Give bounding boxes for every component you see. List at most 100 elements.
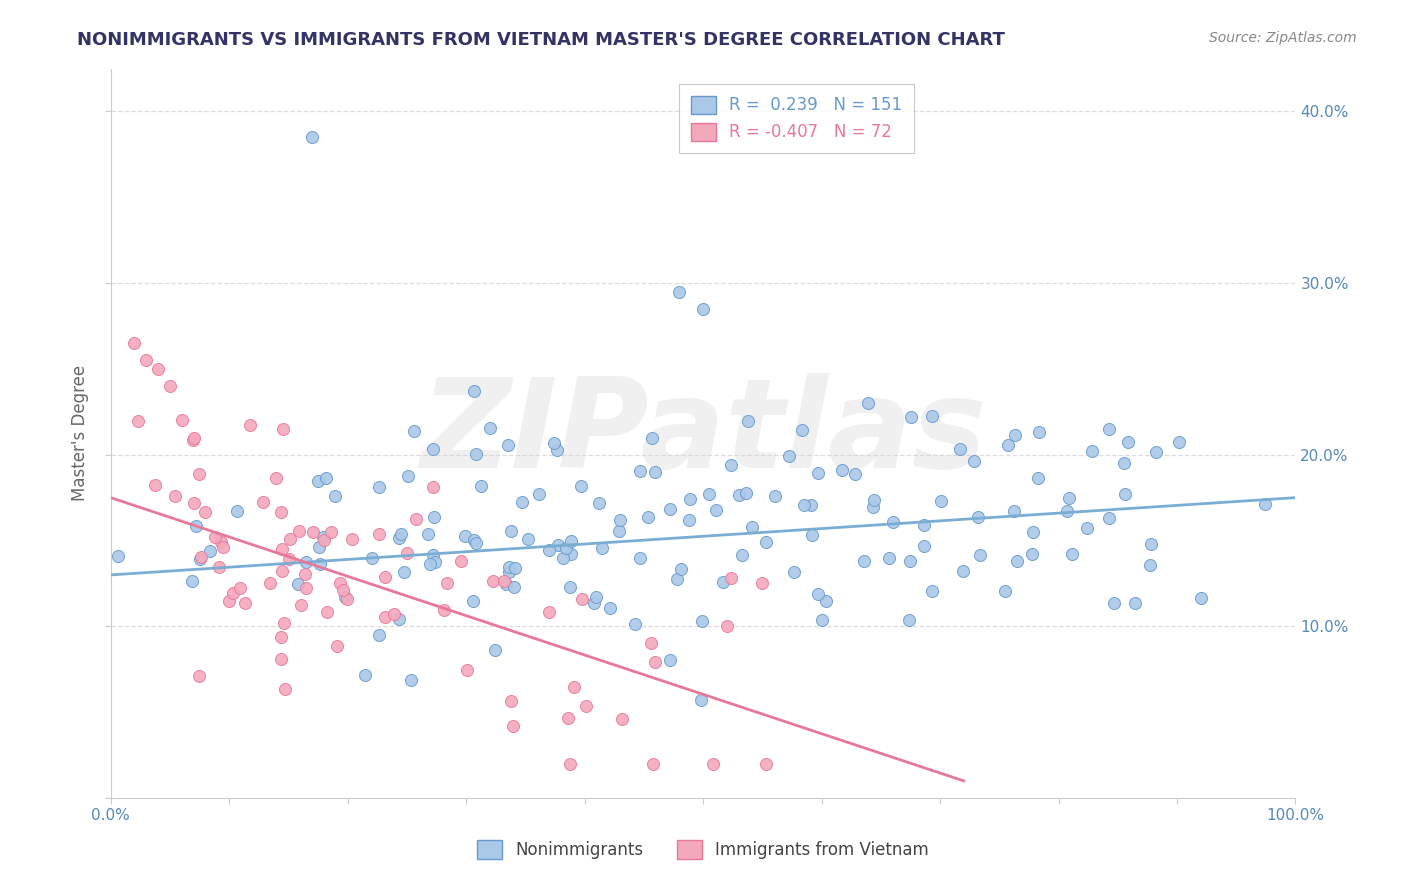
Point bbox=[464, 536, 486, 550]
Point bbox=[912, 539, 935, 553]
Point bbox=[1254, 497, 1277, 511]
Point bbox=[704, 502, 727, 516]
Point bbox=[404, 424, 426, 438]
Point bbox=[560, 547, 582, 561]
Point bbox=[308, 540, 330, 554]
Point bbox=[470, 479, 492, 493]
Point bbox=[425, 555, 447, 569]
Point bbox=[1139, 558, 1161, 573]
Point bbox=[807, 587, 830, 601]
Point bbox=[711, 575, 734, 590]
Point bbox=[856, 396, 879, 410]
Point bbox=[288, 524, 311, 539]
Point bbox=[610, 712, 633, 726]
Point bbox=[735, 486, 758, 500]
Point bbox=[547, 538, 569, 552]
Point bbox=[374, 610, 396, 624]
Point bbox=[912, 518, 935, 533]
Point bbox=[183, 496, 205, 510]
Point bbox=[186, 519, 208, 533]
Point bbox=[233, 596, 256, 610]
Point bbox=[564, 680, 586, 694]
Point bbox=[384, 607, 406, 621]
Point bbox=[658, 653, 681, 667]
Point bbox=[538, 543, 561, 558]
Point bbox=[668, 285, 690, 299]
Point bbox=[669, 562, 692, 576]
Point bbox=[952, 565, 974, 579]
Point bbox=[495, 577, 517, 591]
Point bbox=[929, 494, 952, 508]
Point bbox=[898, 613, 921, 627]
Point bbox=[271, 541, 294, 556]
Point bbox=[963, 454, 986, 468]
Point bbox=[266, 471, 288, 485]
Point bbox=[391, 526, 413, 541]
Point bbox=[1168, 434, 1191, 449]
Point bbox=[643, 756, 665, 771]
Point bbox=[399, 673, 422, 688]
Point bbox=[575, 698, 598, 713]
Point bbox=[659, 502, 682, 516]
Point bbox=[1056, 503, 1078, 517]
Point bbox=[422, 480, 444, 494]
Point bbox=[501, 694, 523, 708]
Point bbox=[1004, 504, 1026, 518]
Point bbox=[585, 590, 607, 604]
Point bbox=[316, 605, 339, 619]
Point bbox=[898, 553, 921, 567]
Point bbox=[422, 442, 444, 456]
Point bbox=[609, 512, 631, 526]
Point bbox=[329, 576, 352, 591]
Y-axis label: Master's Degree: Master's Degree bbox=[72, 365, 89, 501]
Point bbox=[863, 492, 886, 507]
Point bbox=[481, 574, 503, 589]
Point bbox=[558, 756, 581, 771]
Point bbox=[270, 505, 292, 519]
Point bbox=[1102, 596, 1125, 610]
Point bbox=[558, 580, 581, 594]
Point bbox=[200, 544, 222, 558]
Point bbox=[146, 362, 169, 376]
Point bbox=[271, 422, 294, 436]
Point bbox=[127, 415, 149, 429]
Point bbox=[1076, 521, 1098, 535]
Point bbox=[498, 565, 520, 579]
Point bbox=[135, 353, 157, 368]
Point bbox=[571, 592, 593, 607]
Point bbox=[763, 489, 786, 503]
Point bbox=[644, 655, 666, 669]
Text: NONIMMIGRANTS VS IMMIGRANTS FROM VIETNAM MASTER'S DEGREE CORRELATION CHART: NONIMMIGRANTS VS IMMIGRANTS FROM VIETNAM… bbox=[77, 31, 1005, 49]
Point bbox=[496, 437, 519, 451]
Point bbox=[591, 541, 613, 555]
Point bbox=[546, 443, 568, 458]
Point bbox=[187, 669, 209, 683]
Point bbox=[354, 668, 377, 682]
Point bbox=[368, 480, 391, 494]
Point bbox=[252, 494, 274, 508]
Point bbox=[557, 711, 579, 725]
Point bbox=[194, 505, 217, 519]
Point bbox=[1021, 547, 1043, 561]
Point bbox=[529, 487, 551, 501]
Point bbox=[271, 564, 294, 578]
Point bbox=[368, 527, 391, 541]
Point bbox=[388, 612, 411, 626]
Point bbox=[416, 527, 439, 541]
Point bbox=[259, 576, 281, 591]
Point bbox=[1004, 428, 1026, 442]
Point bbox=[720, 571, 742, 585]
Point bbox=[294, 581, 316, 595]
Point bbox=[1026, 471, 1049, 485]
Point bbox=[551, 550, 574, 565]
Point bbox=[1028, 425, 1050, 440]
Point bbox=[274, 681, 297, 696]
Point bbox=[997, 438, 1019, 452]
Point bbox=[966, 509, 988, 524]
Point bbox=[800, 498, 823, 512]
Point bbox=[307, 474, 329, 488]
Point bbox=[484, 643, 506, 657]
Point bbox=[793, 498, 815, 512]
Point bbox=[312, 533, 335, 547]
Point bbox=[921, 583, 943, 598]
